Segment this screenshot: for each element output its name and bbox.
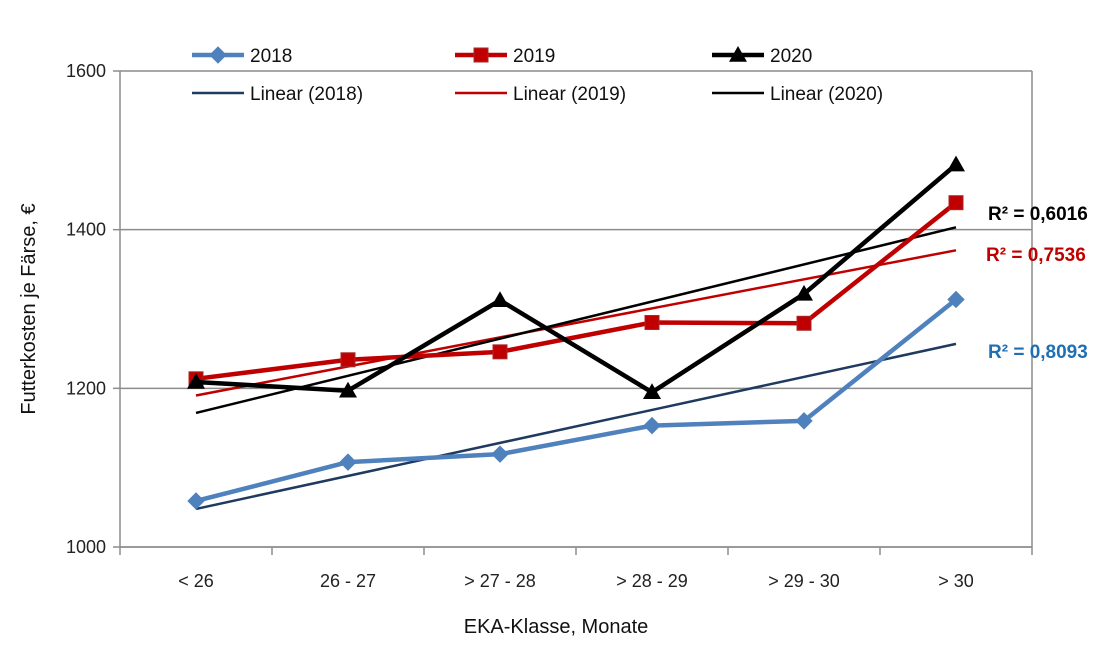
y-tick-label: 1600 xyxy=(66,61,106,81)
legend-swatch-marker xyxy=(473,47,489,63)
data-point xyxy=(340,352,356,368)
data-point xyxy=(795,412,813,430)
x-tick-label: < 26 xyxy=(178,571,214,591)
legend-swatch-marker xyxy=(729,46,747,62)
legend: 2018 2019 2020 Linear (2018) Linear (2019) Li… xyxy=(192,46,883,105)
tick-labels: 1000 1200 1400 1600 < 26 26 - 27 > 27 - 28 > 28… xyxy=(66,61,974,591)
y-tick-label: 1400 xyxy=(66,220,106,240)
data-point xyxy=(643,383,661,400)
series-2020 xyxy=(187,155,965,400)
trendline-2 xyxy=(195,226,957,415)
x-tick-label: 26 - 27 xyxy=(320,571,376,591)
data-point xyxy=(339,381,357,398)
data-point xyxy=(187,492,205,510)
data-point xyxy=(339,453,357,471)
x-tick-label: > 27 - 28 xyxy=(464,571,536,591)
legend-swatch-marker xyxy=(209,46,227,64)
x-axis-title: EKA-Klasse, Monate xyxy=(464,616,649,638)
legend-label: 2019 xyxy=(513,46,555,67)
data-series xyxy=(187,155,965,510)
series-2018 xyxy=(187,290,965,510)
legend-label: Linear (2019) xyxy=(513,84,626,105)
y-axis-title: Futterkosten je Färse, € xyxy=(18,203,40,414)
series-line-2020 xyxy=(195,162,958,395)
x-tick-label: > 29 - 30 xyxy=(768,571,840,591)
y-tick-label: 1200 xyxy=(66,378,106,398)
data-point xyxy=(796,315,812,331)
data-point xyxy=(948,195,964,211)
data-point xyxy=(947,155,965,172)
legend-label: Linear (2020) xyxy=(770,84,883,105)
data-point xyxy=(643,416,661,435)
axes xyxy=(113,70,1033,555)
legend-label: 2020 xyxy=(770,46,812,67)
data-point xyxy=(187,372,205,389)
trendline-1 xyxy=(195,249,957,397)
data-point xyxy=(644,314,660,330)
trendlines xyxy=(195,226,957,511)
data-point xyxy=(492,344,508,360)
data-point xyxy=(947,290,965,309)
gridlines xyxy=(120,70,1032,548)
y-tick-label: 1000 xyxy=(66,537,106,557)
x-tick-label: > 30 xyxy=(938,571,974,591)
r-squared-label: R² = 0,7536 xyxy=(986,245,1086,266)
x-tick-label: > 28 - 29 xyxy=(616,571,688,591)
r-squared-label: R² = 0,8093 xyxy=(988,342,1088,363)
data-point xyxy=(491,291,509,308)
legend-label: 2018 xyxy=(250,46,292,67)
series-line-2018 xyxy=(195,297,958,504)
r-squared-labels: R² = 0,8093 R² = 0,7536 R² = 0,6016 xyxy=(986,204,1088,363)
data-point xyxy=(491,445,509,463)
r-squared-label: R² = 0,6016 xyxy=(988,204,1088,225)
series-2019 xyxy=(188,195,964,387)
trendline-0 xyxy=(195,342,957,511)
series-line-2019 xyxy=(195,200,958,382)
data-point xyxy=(795,284,813,301)
legend-label: Linear (2018) xyxy=(250,84,363,105)
